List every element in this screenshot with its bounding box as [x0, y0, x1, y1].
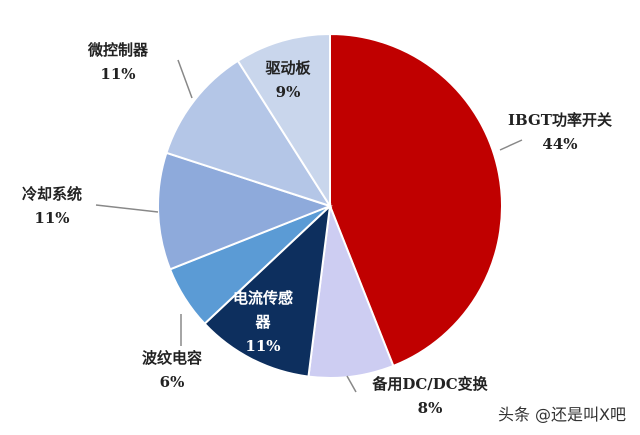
- category-label: 波纹电容: [141, 349, 202, 367]
- slice-label: 冷却系统 11%: [2, 182, 102, 230]
- slice-label: 备用DC/DC变换 8%: [350, 372, 510, 420]
- category-label: 备用DC/DC变换: [372, 375, 488, 393]
- slice-label: 波纹电容 6%: [127, 346, 217, 394]
- value-label: 6%: [159, 373, 185, 391]
- leader-line: [499, 139, 523, 151]
- value-label: 9%: [275, 83, 301, 101]
- category-label: 驱动板: [265, 59, 311, 77]
- pie-slice: [157, 151, 333, 271]
- pie-slice: [329, 32, 504, 368]
- pie-slice: [165, 59, 333, 208]
- value-label: 11%: [34, 209, 70, 227]
- slice-label: 电流传感器 11%: [228, 286, 298, 358]
- value-label: 44%: [542, 135, 578, 153]
- category-label: 微控制器: [87, 41, 148, 59]
- pie-slice: [203, 203, 332, 378]
- value-label: 11%: [100, 65, 136, 83]
- category-label: 冷却系统: [21, 185, 82, 203]
- value-label: 11%: [245, 337, 281, 355]
- value-label: 8%: [417, 399, 443, 417]
- leader-line: [177, 59, 193, 99]
- category-label: IBGT功率开关: [508, 111, 612, 129]
- leader-line: [346, 375, 357, 393]
- slice-label: 微控制器 11%: [68, 38, 168, 86]
- slice-label: IBGT功率开关 44%: [500, 108, 620, 156]
- watermark: 头条 @还是叫X吧: [497, 405, 626, 424]
- category-label: 电流传感器: [232, 289, 293, 331]
- leader-line: [95, 204, 159, 213]
- pie-slice: [236, 32, 331, 210]
- slice-label: 驱动板 9%: [248, 56, 328, 104]
